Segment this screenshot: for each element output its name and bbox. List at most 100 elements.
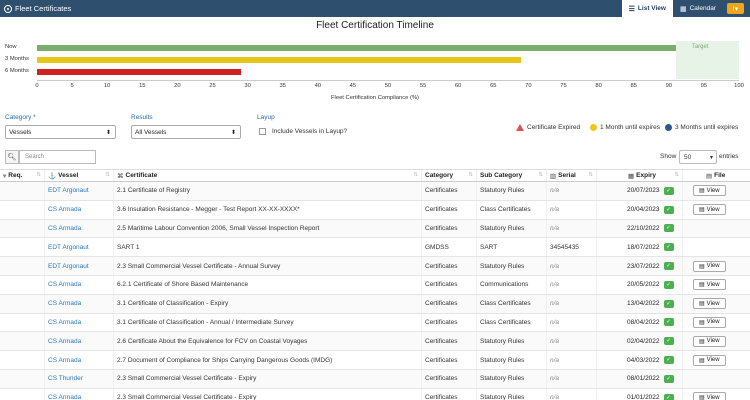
clock-yellow-icon <box>590 124 597 131</box>
serial-cell: n/a <box>547 351 597 369</box>
view-file-button[interactable]: ▤ View <box>693 260 726 272</box>
layup-checkbox[interactable] <box>259 128 266 135</box>
view-file-button[interactable]: ▤ View <box>693 354 726 366</box>
vessel-link[interactable]: EDT Argonaut <box>45 182 114 200</box>
view-file-button[interactable]: ▤ View <box>693 204 726 216</box>
sub-category-cell: Class Certificates <box>477 200 547 219</box>
vessel-link[interactable]: CS Thunder <box>45 369 114 388</box>
valid-check-icon: ✓ <box>663 299 674 308</box>
vessel-link[interactable]: CS Armada <box>45 219 114 238</box>
file-cell: ▤ View <box>683 257 750 275</box>
warning-dropdown-button[interactable]: !▾ <box>727 3 744 14</box>
table-row[interactable]: CS Armada 6.2.1 Certificate of Shore Base… <box>0 275 750 295</box>
sub-category-cell: Statutory Rules <box>477 332 547 351</box>
chevron-down-icon: ⬍ <box>105 130 111 136</box>
col-file[interactable]: ▤ File <box>683 170 750 181</box>
expiry-date: 20/07/2023 <box>627 187 660 195</box>
view-file-button[interactable]: ▤ View <box>693 185 726 197</box>
table-row[interactable]: CS Armada 2.7 Document of Compliance for … <box>0 351 750 370</box>
table-row[interactable]: EDT Argonaut SART 1 GMDSS SART 34545435 18/07… <box>0 238 750 258</box>
serial-cell: n/a <box>547 388 597 400</box>
category-cell: Certificates <box>422 351 477 369</box>
x-axis-label: Fleet Certification Compliance (%) <box>331 95 419 101</box>
view-label: View <box>706 263 720 270</box>
view-file-button[interactable]: ▤ View <box>693 279 726 291</box>
valid-check-icon: ✓ <box>663 356 674 365</box>
vessel-link[interactable]: CS Armada <box>45 351 114 369</box>
vessel-link[interactable]: CS Armada <box>45 200 114 219</box>
table-row[interactable]: CS Armada 3.1 Certificate of Classificati… <box>0 313 750 333</box>
sub-category-cell: Statutory Rules <box>477 219 547 238</box>
view-file-button[interactable]: ▤ View <box>693 392 726 400</box>
file-icon: ▤ <box>699 319 705 326</box>
col-certificate[interactable]: ⌘ Certificate ⇅ <box>114 170 422 181</box>
table-row[interactable]: EDT Argonaut 2.1 Certificate of Registry C… <box>0 182 750 201</box>
table-row[interactable]: CS Armada 2.5 Maritime Labour Convention … <box>0 219 750 239</box>
x-tick-label: 90 <box>665 83 673 89</box>
vessel-link[interactable]: CS Armada <box>45 388 114 400</box>
app-brand: Fleet Certificates <box>0 4 71 13</box>
expiry-date: 13/04/2022 <box>627 300 660 308</box>
col-serial-label: Serial <box>558 172 576 179</box>
list-view-label: List View <box>637 5 666 12</box>
req-cell <box>0 182 45 200</box>
req-cell <box>0 219 45 238</box>
view-file-button[interactable]: ▤ View <box>693 335 726 347</box>
vessel-link[interactable]: EDT Argonaut <box>45 238 114 257</box>
col-expiry[interactable]: ▦ Expiry ⇅ <box>597 170 683 181</box>
list-view-tab[interactable]: ☰ List View <box>621 0 673 17</box>
col-vessel[interactable]: ⚓ Vessel ⇅ <box>45 170 114 181</box>
legend-expired-label: Certificate Expired <box>527 124 581 131</box>
search-button[interactable]: 🔍︎ <box>5 150 19 164</box>
sort-icon: ⇅ <box>588 172 593 178</box>
chevron-down-icon: ▾ <box>3 172 7 180</box>
table-row[interactable]: CS Armada 2.3 Small Commercial Vessel Cer… <box>0 388 750 400</box>
calendar-tab[interactable]: ▦ Calendar <box>673 0 723 17</box>
view-file-button[interactable]: ▤ View <box>693 298 726 310</box>
file-icon: ▤ <box>699 357 705 364</box>
view-file-button[interactable]: ▤ View <box>693 316 726 328</box>
serial-cell: n/a <box>547 369 597 388</box>
serial-cell: n/a <box>547 313 597 332</box>
vessel-link[interactable]: CS Armada <box>45 313 114 332</box>
category-select[interactable]: Vessels ⬍ <box>5 125 116 139</box>
vessel-link[interactable]: CS Armada <box>45 332 114 351</box>
col-serial[interactable]: ▥ Serial ⇅ <box>547 170 597 181</box>
category-cell: Certificates <box>422 294 477 313</box>
table-row[interactable]: CS Armada 3.1 Certificate of Classificati… <box>0 294 750 314</box>
chart-title: Fleet Certification Timeline <box>316 20 434 31</box>
vessel-link[interactable]: EDT Argonaut <box>45 257 114 275</box>
sub-category-cell: Statutory Rules <box>477 388 547 400</box>
file-cell: ▤ View <box>683 201 750 219</box>
col-sub-category[interactable]: Sub Category ⇅ <box>477 170 547 181</box>
page-size-select[interactable]: 50 ▾ <box>679 150 717 164</box>
search-input[interactable]: Search <box>19 150 96 164</box>
valid-check-icon: ✓ <box>663 262 674 271</box>
x-tick-label: 75 <box>560 83 567 89</box>
layup-label: Layup <box>257 114 275 121</box>
category-cell: Certificates <box>422 200 477 219</box>
col-req[interactable]: ▾ Req. ⇅ <box>0 170 45 181</box>
vessel-link[interactable]: CS Armada <box>45 294 114 313</box>
x-tick-label: 50 <box>384 83 392 89</box>
table-row[interactable]: CS Thunder 2.3 Small Commercial Vessel Ce… <box>0 369 750 389</box>
vessel-link[interactable]: CS Armada <box>45 275 114 294</box>
file-icon: ▤ <box>699 263 705 270</box>
file-cell: ▤ View <box>683 389 750 400</box>
serial-cell: n/a <box>547 182 597 200</box>
certificate-cell: 3.1 Certificate of Classification - Annu… <box>114 313 422 332</box>
file-icon: ▤ <box>699 188 705 195</box>
sub-category-cell: Statutory Rules <box>477 369 547 388</box>
sort-icon: ⇅ <box>538 172 543 178</box>
req-cell <box>0 351 45 369</box>
table-row[interactable]: EDT Argonaut 2.3 Small Commercial Vessel … <box>0 257 750 276</box>
col-category[interactable]: Category ⇅ <box>422 170 477 181</box>
table-row[interactable]: CS Armada 2.6 Certificate About the Equiv… <box>0 332 750 352</box>
x-tick-label: 100 <box>734 83 744 89</box>
results-select[interactable]: All Vessels ⬍ <box>131 125 241 139</box>
certificate-cell: 2.3 Small Commercial Vessel Certificate … <box>114 257 422 275</box>
col-vessel-label: Vessel <box>58 172 79 179</box>
clock-blue-icon <box>665 124 672 131</box>
table-row[interactable]: CS Armada 3.6 Insulation Resistance - Meg… <box>0 200 750 220</box>
sort-icon: ⇅ <box>36 172 41 178</box>
